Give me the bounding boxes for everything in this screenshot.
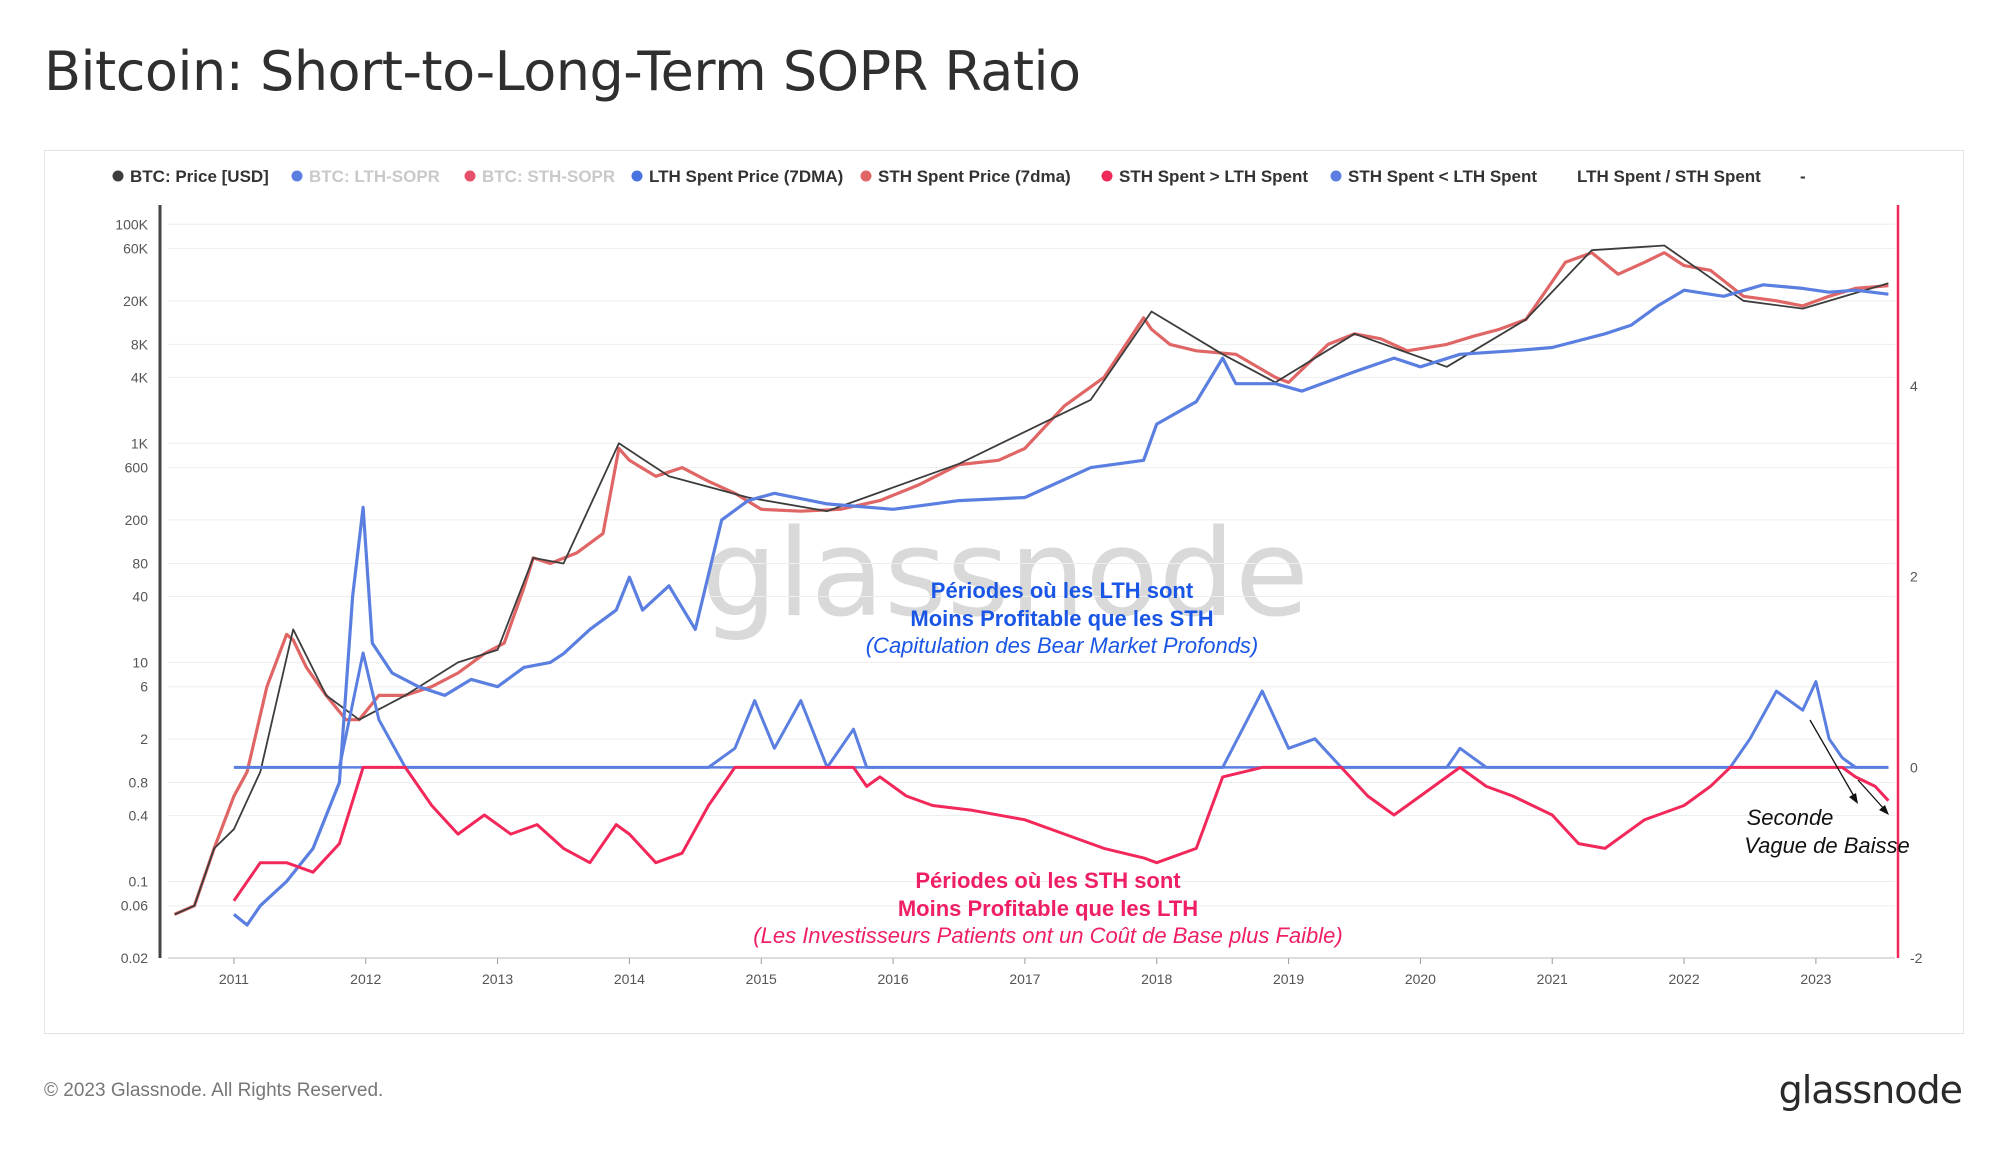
y-left-tick-label: 0.8 <box>129 775 149 791</box>
y-left-tick-label: 0.4 <box>129 808 149 824</box>
y-left-tick-label: 6 <box>140 679 148 695</box>
page-title: Bitcoin: Short-to-Long-Term SOPR Ratio <box>44 40 1081 103</box>
legend-dot <box>1330 170 1342 182</box>
legend-label: LTH Spent Price (7DMA) <box>649 167 843 186</box>
x-tick-label: 2021 <box>1537 971 1568 987</box>
arrow-line <box>1857 779 1886 811</box>
chart-frame <box>44 150 1964 1034</box>
legend-item: LTH Spent / STH Spent <box>1577 167 1761 186</box>
footer-copyright: © 2023 Glassnode. All Rights Reserved. <box>44 1080 384 1101</box>
ratio-above-zero-line <box>233 651 1889 769</box>
legend-item: STH Spent < LTH Spent <box>1330 167 1537 186</box>
legend-item: BTC: STH-SOPR <box>464 167 615 186</box>
btc-price-line <box>174 244 1889 916</box>
legend-item: LTH Spent Price (7DMA) <box>631 167 843 186</box>
series <box>173 244 1890 927</box>
y-left-tick-label: 80 <box>132 555 148 571</box>
legend-label: STH Spent Price (7dma) <box>878 167 1071 186</box>
y-left-tick-label: 20K <box>123 293 149 309</box>
x-tick-label: 2019 <box>1273 971 1304 987</box>
y-left-tick-label: 0.06 <box>121 898 148 914</box>
annotations: Périodes où les LTH sont Moins Profitable… <box>753 578 1909 948</box>
legend-dot <box>464 170 476 182</box>
x-tick-label: 2014 <box>614 971 645 987</box>
y-left-tick-label: 0.02 <box>121 950 148 966</box>
y-left-tick-label: 4K <box>131 369 149 385</box>
y-left-tick-label: 40 <box>132 588 148 604</box>
x-tick-label: 2015 <box>746 971 777 987</box>
footer-brand-logo: glassnode <box>1778 1068 1963 1112</box>
watermark: glassnode <box>701 505 1309 644</box>
y-left-tick-label: 8K <box>131 336 149 352</box>
arrow-head <box>1879 805 1889 815</box>
lth-spent-price-line <box>232 283 1889 927</box>
x-tick-label: 2013 <box>482 971 513 987</box>
ratio-below-zero-line <box>232 765 1890 902</box>
y-right-tick-label: -2 <box>1910 950 1923 966</box>
y-left-tick-label: 600 <box>125 460 149 476</box>
legend-item: STH Spent > LTH Spent <box>1101 167 1308 186</box>
legend-item: BTC: LTH-SOPR <box>291 167 440 186</box>
x-tick-label: 2011 <box>219 971 249 987</box>
annotation-top-line: Moins Profitable que les STH <box>910 606 1213 631</box>
legend-item: STH Spent Price (7dma) <box>860 167 1071 186</box>
legend-label: STH Spent > LTH Spent <box>1119 167 1308 186</box>
watermark-text: glassnode <box>701 505 1309 644</box>
y-left-tick-label: 2 <box>140 731 148 747</box>
legend-dot <box>112 170 124 182</box>
annotation-bottom-line: Périodes où les STH sont <box>915 868 1181 893</box>
y-left-tick-label: 1K <box>131 435 149 451</box>
x-tick-label: 2012 <box>350 971 381 987</box>
annotation-top-line: (Capitulation des Bear Market Profonds) <box>866 633 1259 658</box>
x-tick-label: 2020 <box>1405 971 1436 987</box>
legend-label: BTC: LTH-SOPR <box>309 167 440 186</box>
annotation-note-line: Seconde <box>1747 805 1834 830</box>
arrow-line <box>1809 719 1856 799</box>
legend-item: - <box>1800 167 1806 186</box>
legend-label: BTC: Price [USD] <box>130 167 269 186</box>
y-left-tick-label: 10 <box>132 654 148 670</box>
x-tick-label: 2022 <box>1668 971 1699 987</box>
legend-dot <box>291 170 303 182</box>
legend-label: - <box>1800 167 1806 186</box>
annotation-bottom-line: Moins Profitable que les LTH <box>898 896 1198 921</box>
y-left-tick-label: 100K <box>115 216 148 232</box>
legend-dot <box>631 170 643 182</box>
y-right-tick-label: 4 <box>1910 378 1918 394</box>
arrow-head <box>1849 793 1858 804</box>
y-right-tick-label: 2 <box>1910 569 1918 585</box>
legend-dot <box>860 170 872 182</box>
annotation-note-line: Vague de Baisse <box>1744 833 1910 858</box>
annotation-bottom-line: (Les Investisseurs Patients ont un Coût … <box>753 923 1342 948</box>
x-tick-label: 2016 <box>877 971 908 987</box>
annotation-top-line: Périodes où les LTH sont <box>931 578 1194 603</box>
y-right-tick-label: 0 <box>1910 759 1918 775</box>
legend-label: LTH Spent / STH Spent <box>1577 167 1761 186</box>
y-left-tick-label: 0.1 <box>129 873 149 889</box>
legend-dot <box>1101 170 1113 182</box>
x-tick-label: 2017 <box>1009 971 1040 987</box>
legend-label: BTC: STH-SOPR <box>482 167 615 186</box>
legend-item: BTC: Price [USD] <box>112 167 269 186</box>
legend-label: STH Spent < LTH Spent <box>1348 167 1537 186</box>
axes: 100K60K20K8K4K1K600200804010620.80.40.10… <box>115 205 1923 987</box>
x-tick-label: 2023 <box>1800 971 1831 987</box>
y-left-tick-label: 200 <box>125 512 149 528</box>
legend: BTC: Price [USD] BTC: LTH-SOPR BTC: STH-SO… <box>112 167 1806 186</box>
x-tick-label: 2018 <box>1141 971 1172 987</box>
y-left-tick-label: 60K <box>123 241 149 257</box>
